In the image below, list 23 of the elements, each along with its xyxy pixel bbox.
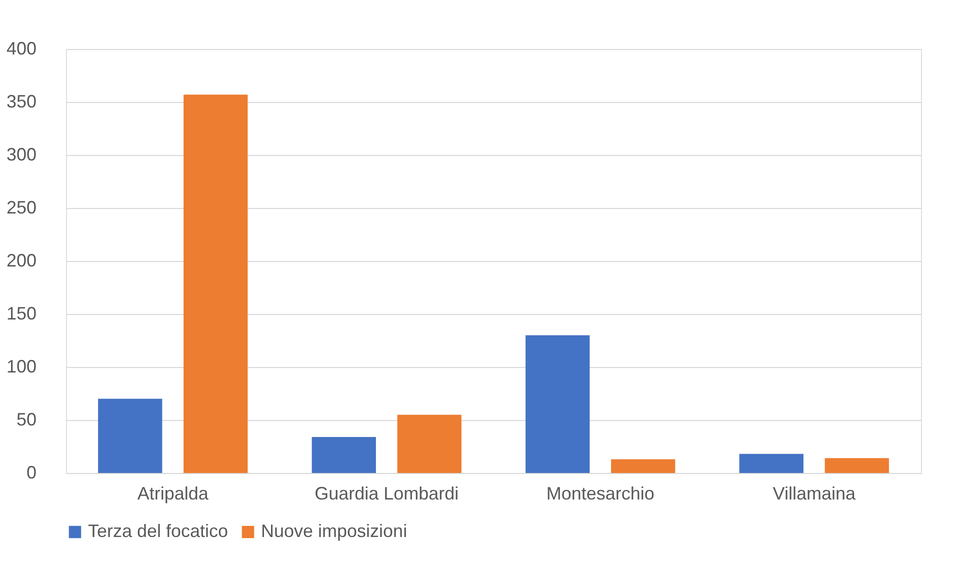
bar: [739, 454, 804, 473]
x-tick-label: Villamaina: [772, 484, 856, 504]
x-tick-label: Montesarchio: [546, 484, 654, 504]
legend-label: Terza del focatico: [88, 521, 228, 541]
y-tick-label: 150: [6, 304, 36, 324]
x-tick-label: Guardia Lombardi: [314, 484, 459, 504]
bar: [312, 436, 376, 473]
bar: [526, 335, 590, 473]
y-tick-label: 0: [26, 462, 36, 482]
y-tick-label: 400: [6, 38, 36, 58]
y-tick-label: 300: [6, 144, 36, 164]
bar: [824, 458, 889, 473]
y-tick-label: 200: [6, 250, 36, 270]
x-tick-label: Atripalda: [137, 484, 210, 504]
y-tick-label: 50: [16, 410, 36, 430]
bar: [184, 94, 248, 473]
y-tick-label: 350: [6, 92, 36, 112]
legend-label: Nuove imposizioni: [261, 521, 408, 541]
bar: [397, 414, 462, 473]
y-tick-label: 100: [6, 356, 36, 376]
y-tick-label: 250: [6, 198, 36, 218]
bar: [98, 398, 162, 473]
bar: [611, 459, 676, 473]
